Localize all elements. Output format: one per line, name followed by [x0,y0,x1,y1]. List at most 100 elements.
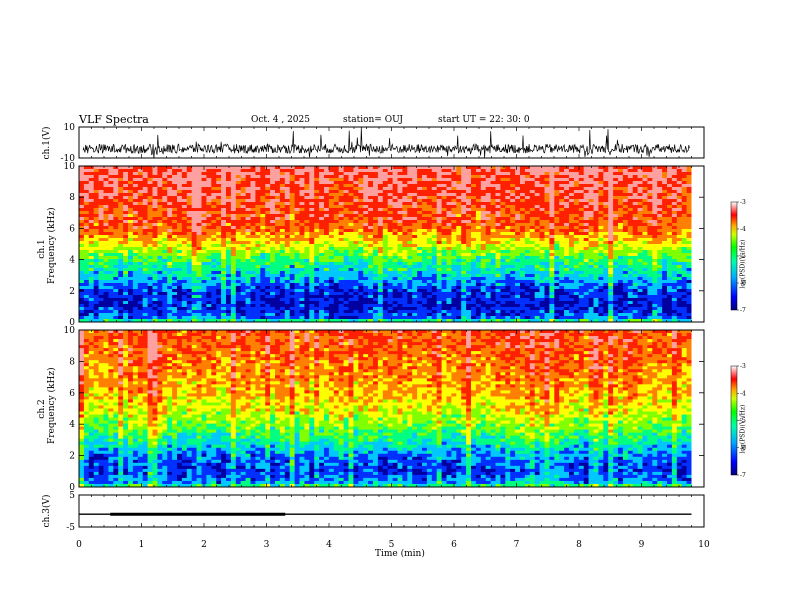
spectrogram-cell [412,238,418,242]
spectrogram-cell [524,184,531,188]
spectrogram-cell [608,262,614,266]
spectrogram-cell [583,205,589,209]
spectrogram-cell [240,196,246,200]
spectrogram-cell [667,169,673,173]
spectrogram-cell [157,250,163,254]
spectrogram-cell [441,178,447,182]
spectrogram-cell [549,172,555,176]
spectrogram-cell [456,205,462,209]
spectrogram-cell [118,169,124,173]
spectrogram-cell [554,280,560,284]
spectrogram-cell [377,211,384,215]
spectrogram-cell [441,253,447,257]
spectrogram-cell [529,277,535,281]
spectrogram-cell [529,172,535,176]
spectrogram-cell [240,175,246,179]
spectrogram-cell [436,178,442,182]
spectrogram-cell [583,277,589,281]
spectrogram-cell [284,178,290,182]
spectrogram-cell [441,250,447,254]
spectrogram-cell [382,265,388,269]
spectrogram-cell [196,190,202,194]
spectrogram-cell [172,169,178,173]
spectrogram-cell [152,202,158,206]
spectrogram-cell [681,238,687,242]
spectrogram-cell [686,271,692,275]
spectrogram-cell [534,187,540,191]
spectrogram-cell [417,166,423,170]
spectrogram-cell [132,262,139,266]
spectrogram-cell [495,190,501,194]
spectrogram-cell [196,223,202,227]
spectrogram-cell [407,265,413,269]
spectrogram-cell [93,187,99,191]
spectrogram-cell [157,283,163,287]
spectrogram-cell [314,190,320,194]
spectrogram-cell [147,187,153,191]
spectrogram-cell [196,244,202,248]
spectrogram-cell [128,211,134,215]
spectrogram-cell [495,256,501,260]
spectrogram-cell [387,199,393,203]
spectrogram-cell [618,214,624,218]
spectrogram-cell [490,259,496,263]
spectrogram-cell [676,205,682,209]
spectrogram-cell [377,271,384,275]
spectrogram-cell [431,229,437,233]
spectrogram-cell [118,175,124,179]
spectrogram-cell [88,190,94,194]
spectrogram-cell [544,211,550,215]
spectrogram-cell [221,274,227,278]
spectrogram-cell [118,190,124,194]
spectrogram-cell [83,190,90,194]
spectrogram-cell [211,169,217,173]
spectrogram-cell [588,271,594,275]
spectrogram-cell [564,178,570,182]
spectrogram-cell [265,253,271,257]
spectrogram-cell [319,271,325,275]
spectrogram-cell [402,202,408,206]
spectrogram-cell [177,232,183,236]
spectrogram-cell [338,214,344,218]
spectrogram-cell [657,259,663,263]
spectrogram-cell [397,166,403,170]
spectrogram-cell [529,223,535,227]
spectrogram-cell [250,265,256,269]
spectrogram-cell [593,208,599,212]
spectrogram-cell [485,277,491,281]
spectrogram-cell [98,256,104,260]
spectrogram-cell [603,244,609,248]
spectrogram-cell [255,271,261,275]
spectrogram-cell [588,196,594,200]
spectrogram-cell [128,190,134,194]
spectrogram-cell [397,259,403,263]
spectrogram-cell [177,244,183,248]
spectrogram-cell [490,211,496,215]
spectrogram-cell [299,247,305,251]
spectrogram-cell [603,259,609,263]
spectrogram-cell [554,256,560,260]
spectrogram-cell [544,271,550,275]
spectrogram-cell [642,238,648,242]
spectrogram-cell [598,256,604,260]
spectrogram-cell [431,208,437,212]
spectrogram-cell [211,202,217,206]
spectrogram-cell [181,196,188,200]
spectrogram-cell [657,280,663,284]
spectrogram-cell [230,184,237,188]
spectrogram-cell [417,190,423,194]
spectrogram-cell [441,193,447,197]
spectrogram-cell [128,223,134,227]
spectrogram-cell [573,283,580,287]
spectrogram-cell [647,241,653,245]
spectrogram-cell [328,280,335,284]
spectrogram-cell [627,247,633,251]
spectrogram-cell [142,283,148,287]
spectrogram-cell [529,184,535,188]
spectrogram-cell [250,241,256,245]
spectrogram-cell [343,178,349,182]
spectrogram-cell [319,178,325,182]
spectrogram-cell [534,280,540,284]
spectrogram-cell [284,238,290,242]
spectrogram-cell [559,208,565,212]
